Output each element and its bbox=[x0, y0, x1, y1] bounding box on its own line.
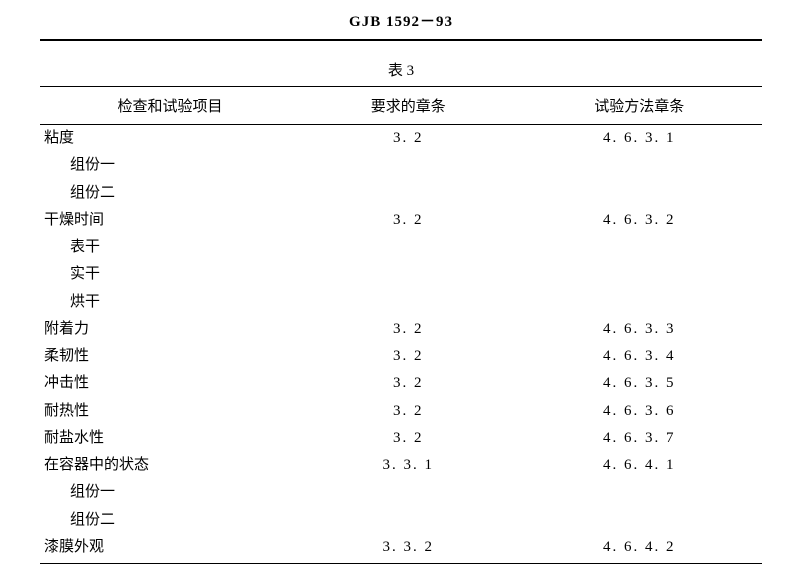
cell-method: 4. 6. 3. 5 bbox=[517, 370, 763, 397]
cell-req: 3. 2 bbox=[300, 207, 517, 234]
cell-method bbox=[517, 261, 763, 288]
cell-method bbox=[517, 289, 763, 316]
cell-method bbox=[517, 152, 763, 179]
cell-method: 4. 6. 3. 2 bbox=[517, 207, 763, 234]
header-req: 要求的章条 bbox=[300, 87, 517, 125]
cell-item: 表干 bbox=[40, 234, 300, 261]
cell-item: 冲击性 bbox=[40, 370, 300, 397]
table-row: 耐热性3. 24. 6. 3. 6 bbox=[40, 398, 762, 425]
cell-req: 3. 3. 1 bbox=[300, 452, 517, 479]
cell-method: 4. 6. 3. 6 bbox=[517, 398, 763, 425]
table-row: 附着力3. 24. 6. 3. 3 bbox=[40, 316, 762, 343]
cell-req: 3. 2 bbox=[300, 316, 517, 343]
cell-req bbox=[300, 152, 517, 179]
cell-method: 4. 6. 3. 1 bbox=[517, 125, 763, 153]
top-horizontal-rule bbox=[40, 39, 762, 41]
table-header-row: 检查和试验项目 要求的章条 试验方法章条 bbox=[40, 87, 762, 125]
table-row: 在容器中的状态3. 3. 14. 6. 4. 1 bbox=[40, 452, 762, 479]
cell-item: 组份一 bbox=[40, 152, 300, 179]
cell-method: 4. 6. 4. 1 bbox=[517, 452, 763, 479]
table-row: 组份二 bbox=[40, 180, 762, 207]
cell-item: 组份二 bbox=[40, 507, 300, 534]
table-row: 实干 bbox=[40, 261, 762, 288]
table-row: 组份二 bbox=[40, 507, 762, 534]
cell-item: 粘度 bbox=[40, 125, 300, 153]
cell-method: 4. 6. 3. 4 bbox=[517, 343, 763, 370]
cell-item: 组份二 bbox=[40, 180, 300, 207]
table-body: 粘度3. 24. 6. 3. 1组份一组份二干燥时间3. 24. 6. 3. 2… bbox=[40, 125, 762, 564]
header-item: 检查和试验项目 bbox=[40, 87, 300, 125]
table-row: 耐盐水性3. 24. 6. 3. 7 bbox=[40, 425, 762, 452]
cell-req: 3. 2 bbox=[300, 370, 517, 397]
cell-req: 3. 2 bbox=[300, 398, 517, 425]
document-id: GJB 1592－93 bbox=[40, 10, 762, 31]
cell-method bbox=[517, 479, 763, 506]
cell-req bbox=[300, 479, 517, 506]
cell-item: 耐盐水性 bbox=[40, 425, 300, 452]
cell-req bbox=[300, 234, 517, 261]
table-row: 柔韧性3. 24. 6. 3. 4 bbox=[40, 343, 762, 370]
cell-method bbox=[517, 234, 763, 261]
table-row: 漆膜外观3. 3. 24. 6. 4. 2 bbox=[40, 534, 762, 564]
cell-req: 3. 2 bbox=[300, 343, 517, 370]
header-method: 试验方法章条 bbox=[517, 87, 763, 125]
cell-item: 烘干 bbox=[40, 289, 300, 316]
cell-req bbox=[300, 289, 517, 316]
cell-item: 柔韧性 bbox=[40, 343, 300, 370]
cell-method: 4. 6. 3. 7 bbox=[517, 425, 763, 452]
table-row: 干燥时间3. 24. 6. 3. 2 bbox=[40, 207, 762, 234]
table-row: 组份一 bbox=[40, 479, 762, 506]
cell-item: 在容器中的状态 bbox=[40, 452, 300, 479]
cell-method: 4. 6. 3. 3 bbox=[517, 316, 763, 343]
table-row: 组份一 bbox=[40, 152, 762, 179]
cell-item: 组份一 bbox=[40, 479, 300, 506]
table-title: 表 3 bbox=[40, 59, 762, 80]
inspection-table: 检查和试验项目 要求的章条 试验方法章条 粘度3. 24. 6. 3. 1组份一… bbox=[40, 86, 762, 564]
cell-req bbox=[300, 507, 517, 534]
cell-method bbox=[517, 507, 763, 534]
cell-item: 耐热性 bbox=[40, 398, 300, 425]
cell-item: 附着力 bbox=[40, 316, 300, 343]
cell-method: 4. 6. 4. 2 bbox=[517, 534, 763, 564]
cell-item: 漆膜外观 bbox=[40, 534, 300, 564]
cell-req: 3. 2 bbox=[300, 125, 517, 153]
table-row: 表干 bbox=[40, 234, 762, 261]
table-row: 烘干 bbox=[40, 289, 762, 316]
cell-item: 干燥时间 bbox=[40, 207, 300, 234]
cell-method bbox=[517, 180, 763, 207]
cell-req: 3. 2 bbox=[300, 425, 517, 452]
cell-item: 实干 bbox=[40, 261, 300, 288]
table-row: 冲击性3. 24. 6. 3. 5 bbox=[40, 370, 762, 397]
table-row: 粘度3. 24. 6. 3. 1 bbox=[40, 125, 762, 153]
cell-req bbox=[300, 261, 517, 288]
cell-req: 3. 3. 2 bbox=[300, 534, 517, 564]
cell-req bbox=[300, 180, 517, 207]
